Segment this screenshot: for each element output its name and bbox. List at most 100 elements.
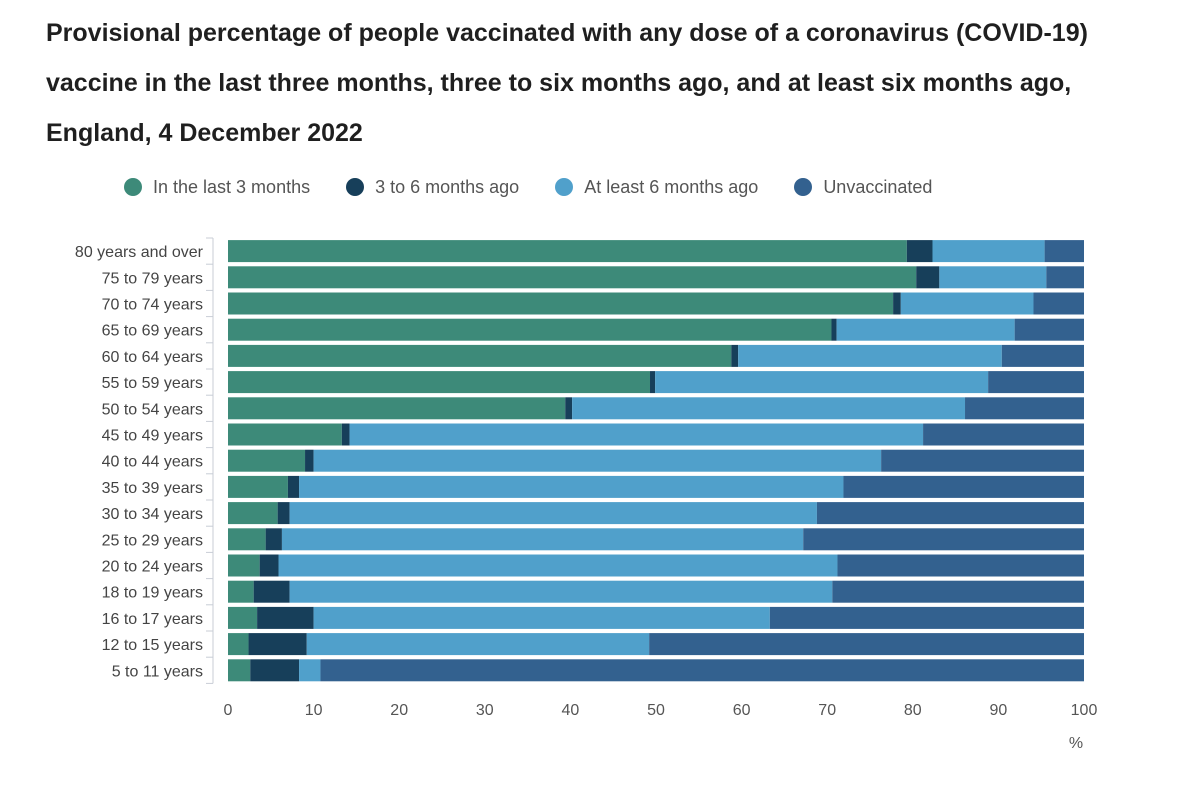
bar-3-to-6-months-ago-70-to-74-years[interactable]: [893, 292, 901, 315]
legend-label-at-least-6-months: At least 6 months ago: [584, 176, 759, 197]
bar-in-the-last-3-months-30-to-34-years[interactable]: [228, 502, 278, 525]
bar-at-least-6-months-ago-80-years-and-over[interactable]: [932, 240, 1045, 263]
bar-in-the-last-3-months-40-to-44-years[interactable]: [228, 449, 306, 472]
bar-3-to-6-months-ago-20-to-24-years[interactable]: [259, 554, 279, 577]
bar-3-to-6-months-ago-65-to-69-years[interactable]: [831, 318, 837, 341]
legend-swatch-last-3-months: [124, 178, 142, 196]
bar-at-least-6-months-ago-5-to-11-years[interactable]: [299, 659, 321, 682]
bar-unvaccinated-5-to-11-years[interactable]: [320, 659, 1084, 682]
bar-in-the-last-3-months-70-to-74-years[interactable]: [228, 292, 894, 315]
x-tick-label-60: 60: [733, 702, 751, 719]
category-label-65-to-69-years: 65 to 69 years: [102, 323, 203, 340]
bar-3-to-6-months-ago-50-to-54-years[interactable]: [565, 397, 573, 420]
bar-3-to-6-months-ago-80-years-and-over[interactable]: [906, 240, 933, 263]
bar-in-the-last-3-months-25-to-29-years[interactable]: [228, 528, 266, 551]
bar-at-least-6-months-ago-45-to-49-years[interactable]: [349, 423, 924, 446]
bar-in-the-last-3-months-60-to-64-years[interactable]: [228, 344, 732, 367]
bar-at-least-6-months-ago-30-to-34-years[interactable]: [289, 502, 817, 525]
bar-at-least-6-months-ago-25-to-29-years[interactable]: [281, 528, 804, 551]
bar-in-the-last-3-months-18-to-19-years[interactable]: [228, 580, 254, 603]
bar-3-to-6-months-ago-35-to-39-years[interactable]: [287, 475, 300, 498]
bar-in-the-last-3-months-16-to-17-years[interactable]: [228, 606, 258, 629]
bar-in-the-last-3-months-45-to-49-years[interactable]: [228, 423, 342, 446]
category-label-80-years-and-over: 80 years and over: [75, 244, 204, 261]
bar-unvaccinated-60-to-64-years[interactable]: [1001, 344, 1084, 367]
category-label-45-to-49-years: 45 to 49 years: [102, 428, 203, 445]
bar-in-the-last-3-months-20-to-24-years[interactable]: [228, 554, 260, 577]
bar-at-least-6-months-ago-18-to-19-years[interactable]: [289, 580, 833, 603]
bar-at-least-6-months-ago-60-to-64-years[interactable]: [738, 344, 1002, 367]
bar-unvaccinated-55-to-59-years[interactable]: [988, 371, 1084, 394]
category-label-20-to-24-years: 20 to 24 years: [102, 559, 203, 576]
bar-3-to-6-months-ago-12-to-15-years[interactable]: [248, 633, 307, 656]
bar-unvaccinated-70-to-74-years[interactable]: [1033, 292, 1085, 315]
bar-at-least-6-months-ago-20-to-24-years[interactable]: [278, 554, 838, 577]
bar-in-the-last-3-months-80-years-and-over[interactable]: [228, 240, 907, 263]
category-label-30-to-34-years: 30 to 34 years: [102, 506, 203, 523]
bar-at-least-6-months-ago-35-to-39-years[interactable]: [299, 475, 844, 498]
bar-unvaccinated-30-to-34-years[interactable]: [816, 502, 1084, 525]
bar-3-to-6-months-ago-45-to-49-years[interactable]: [341, 423, 350, 446]
bar-in-the-last-3-months-12-to-15-years[interactable]: [228, 633, 249, 656]
bar-unvaccinated-25-to-29-years[interactable]: [803, 528, 1084, 551]
category-label-40-to-44-years: 40 to 44 years: [102, 454, 203, 471]
category-label-5-to-11-years: 5 to 11 years: [112, 663, 203, 680]
chart-axes: 0 10 20 30 40 50 60 70 80 90 100: [206, 237, 1097, 719]
bar-3-to-6-months-ago-25-to-29-years[interactable]: [265, 528, 282, 551]
category-label-50-to-54-years: 50 to 54 years: [102, 401, 203, 418]
bar-3-to-6-months-ago-75-to-79-years[interactable]: [916, 266, 940, 289]
x-axis-unit-label: %: [1069, 735, 1083, 752]
bar-at-least-6-months-ago-16-to-17-years[interactable]: [313, 606, 770, 629]
bar-at-least-6-months-ago-55-to-59-years[interactable]: [655, 371, 989, 394]
chart-legend: In the last 3 months 3 to 6 months ago A…: [124, 172, 968, 202]
bar-in-the-last-3-months-50-to-54-years[interactable]: [228, 397, 566, 420]
legend-swatch-unvaccinated: [794, 178, 813, 196]
bar-in-the-last-3-months-75-to-79-years[interactable]: [228, 266, 917, 289]
bar-at-least-6-months-ago-70-to-74-years[interactable]: [900, 292, 1034, 315]
bar-3-to-6-months-ago-30-to-34-years[interactable]: [277, 502, 290, 525]
bar-in-the-last-3-months-5-to-11-years[interactable]: [228, 659, 251, 682]
x-tick-label-10: 10: [305, 702, 323, 719]
bar-3-to-6-months-ago-60-to-64-years[interactable]: [731, 344, 739, 367]
legend-item-at-least-6-months[interactable]: At least 6 months ago: [555, 177, 758, 198]
bar-unvaccinated-80-years-and-over[interactable]: [1044, 240, 1084, 263]
bar-unvaccinated-12-to-15-years[interactable]: [649, 633, 1084, 656]
bar-3-to-6-months-ago-5-to-11-years[interactable]: [250, 659, 300, 682]
category-label-60-to-64-years: 60 to 64 years: [102, 349, 203, 366]
bar-in-the-last-3-months-35-to-39-years[interactable]: [228, 475, 288, 498]
legend-item-last-3-months[interactable]: In the last 3 months: [124, 177, 310, 198]
legend-item-3-to-6-months[interactable]: 3 to 6 months ago: [346, 177, 519, 198]
legend-item-unvaccinated[interactable]: Unvaccinated: [794, 177, 932, 198]
bar-unvaccinated-20-to-24-years[interactable]: [837, 554, 1084, 577]
legend-swatch-3-to-6-months: [346, 178, 365, 196]
category-label-70-to-74-years: 70 to 74 years: [102, 297, 203, 314]
bar-3-to-6-months-ago-40-to-44-years[interactable]: [305, 449, 314, 472]
x-tick-label-0: 0: [224, 702, 233, 719]
category-label-18-to-19-years: 18 to 19 years: [102, 585, 203, 602]
bar-at-least-6-months-ago-40-to-44-years[interactable]: [313, 449, 882, 472]
category-label-35-to-39-years: 35 to 39 years: [102, 480, 203, 497]
bar-unvaccinated-16-to-17-years[interactable]: [769, 606, 1084, 629]
bar-in-the-last-3-months-65-to-69-years[interactable]: [228, 318, 832, 341]
bar-unvaccinated-50-to-54-years[interactable]: [965, 397, 1084, 420]
bar-at-least-6-months-ago-50-to-54-years[interactable]: [572, 397, 966, 420]
x-tick-label-70: 70: [818, 702, 836, 719]
x-tick-label-40: 40: [562, 702, 580, 719]
bar-unvaccinated-75-to-79-years[interactable]: [1046, 266, 1084, 289]
bar-3-to-6-months-ago-16-to-17-years[interactable]: [257, 606, 314, 629]
bar-unvaccinated-45-to-49-years[interactable]: [923, 423, 1084, 446]
bar-3-to-6-months-ago-18-to-19-years[interactable]: [253, 580, 290, 603]
bar-unvaccinated-18-to-19-years[interactable]: [832, 580, 1084, 603]
bar-at-least-6-months-ago-75-to-79-years[interactable]: [939, 266, 1047, 289]
bar-in-the-last-3-months-55-to-59-years[interactable]: [228, 371, 651, 394]
bar-unvaccinated-40-to-44-years[interactable]: [881, 449, 1084, 472]
bar-unvaccinated-35-to-39-years[interactable]: [843, 475, 1084, 498]
bar-at-least-6-months-ago-65-to-69-years[interactable]: [836, 318, 1015, 341]
bars-group: [228, 240, 1085, 682]
chart-title: Provisional percentage of people vaccina…: [46, 19, 1088, 147]
category-label-12-to-15-years: 12 to 15 years: [102, 637, 203, 654]
bar-unvaccinated-65-to-69-years[interactable]: [1014, 318, 1084, 341]
bar-at-least-6-months-ago-12-to-15-years[interactable]: [306, 633, 650, 656]
bar-3-to-6-months-ago-55-to-59-years[interactable]: [650, 371, 656, 394]
